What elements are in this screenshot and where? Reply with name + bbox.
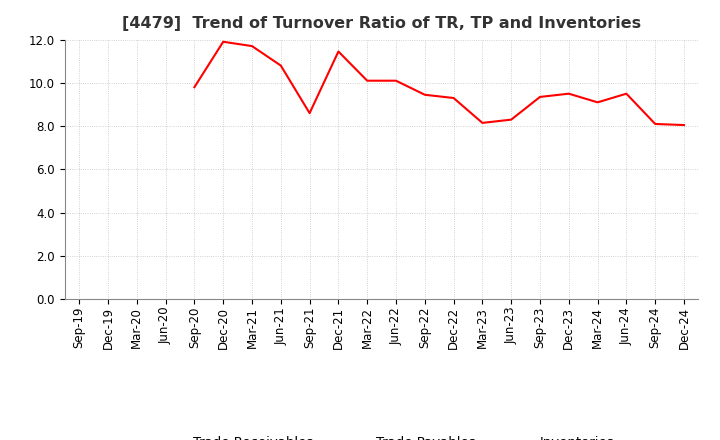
Trade Receivables — [680, 122, 688, 128]
Legend: Trade Receivables, Trade Payables, Inventories: Trade Receivables, Trade Payables, Inven… — [144, 430, 619, 440]
Trade Receivables — [564, 91, 573, 96]
Trade Receivables — [248, 44, 256, 49]
Trade Receivables — [507, 117, 516, 122]
Trade Receivables — [334, 49, 343, 54]
Line: Trade Receivables: Trade Receivables — [194, 42, 684, 125]
Title: [4479]  Trend of Turnover Ratio of TR, TP and Inventories: [4479] Trend of Turnover Ratio of TR, TP… — [122, 16, 642, 32]
Trade Receivables — [276, 63, 285, 68]
Trade Receivables — [449, 95, 458, 101]
Trade Receivables — [536, 94, 544, 99]
Trade Receivables — [651, 121, 660, 127]
Trade Receivables — [305, 110, 314, 116]
Trade Receivables — [420, 92, 429, 97]
Trade Receivables — [219, 39, 228, 44]
Trade Receivables — [190, 84, 199, 90]
Trade Receivables — [392, 78, 400, 83]
Trade Receivables — [478, 120, 487, 125]
Trade Receivables — [622, 91, 631, 96]
Trade Receivables — [363, 78, 372, 83]
Trade Receivables — [593, 100, 602, 105]
